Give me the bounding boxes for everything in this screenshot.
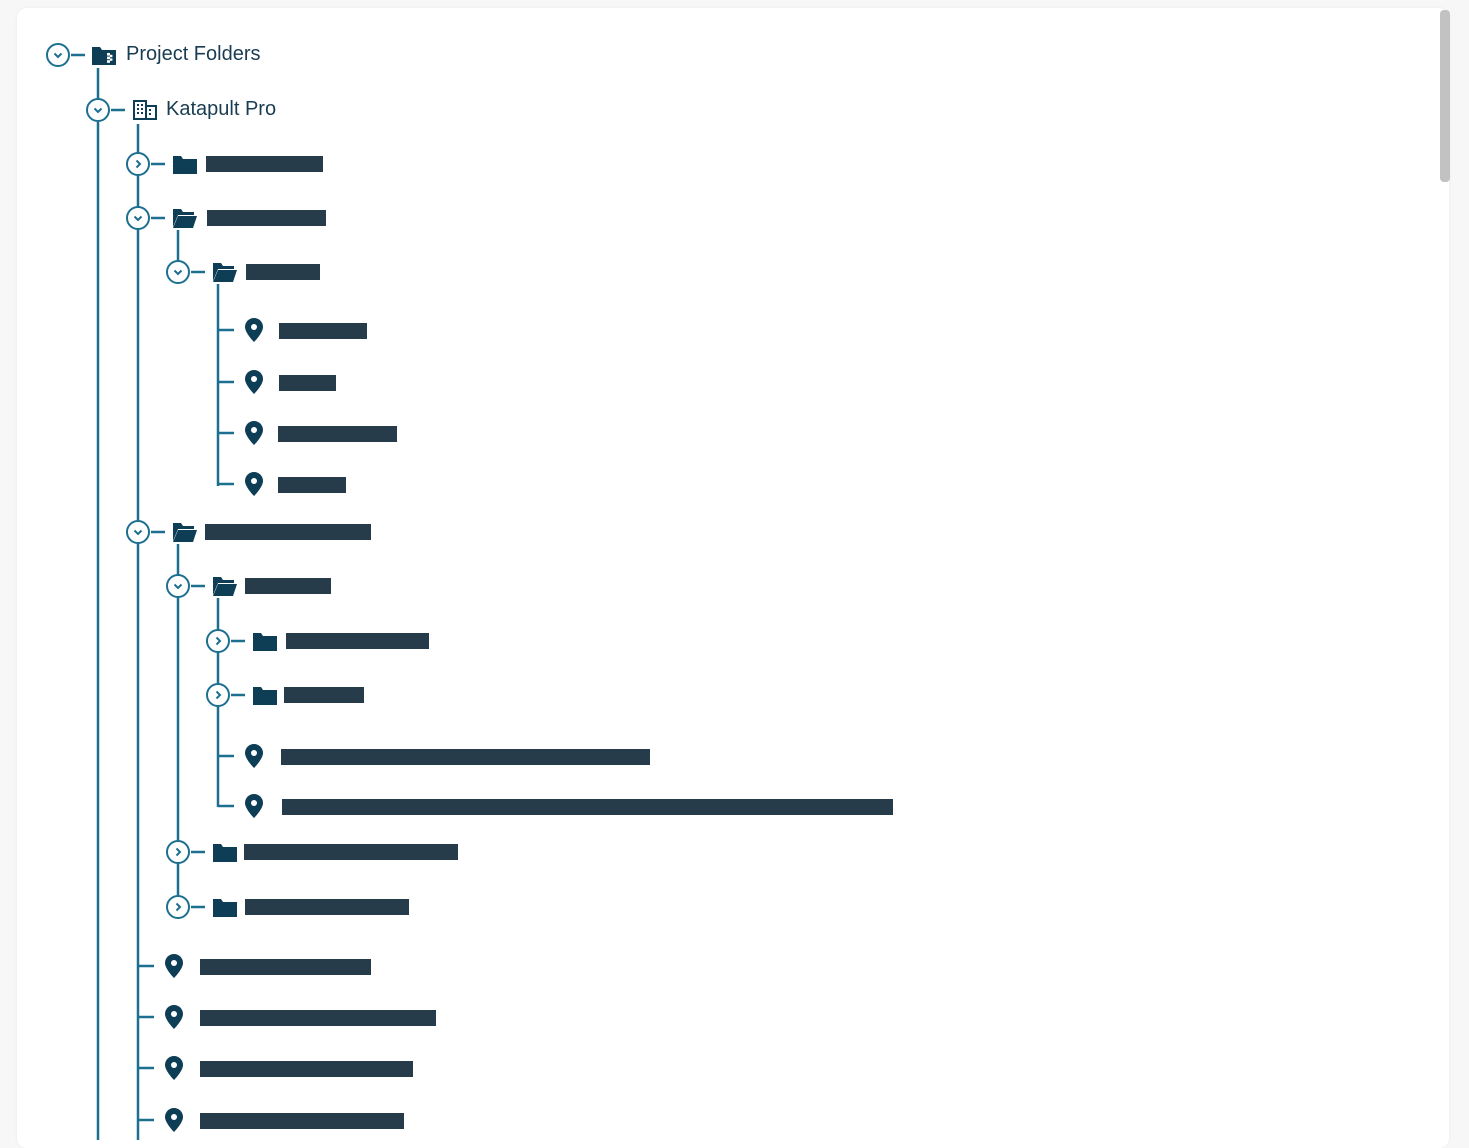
redacted-location-name[interactable] xyxy=(278,477,346,493)
redacted-folder-name[interactable] xyxy=(206,156,323,172)
redacted-folder-name[interactable] xyxy=(244,844,458,860)
expand-toggle[interactable] xyxy=(206,683,230,707)
folder-shared-icon xyxy=(91,44,117,66)
collapse-toggle[interactable] xyxy=(166,574,190,598)
root-label[interactable]: Project Folders xyxy=(126,43,261,65)
map-pin-icon xyxy=(164,1107,184,1133)
redacted-location-name[interactable] xyxy=(200,1010,436,1026)
folder-icon xyxy=(212,841,238,863)
redacted-folder-name[interactable] xyxy=(207,210,326,226)
map-pin-icon xyxy=(244,743,264,769)
map-pin-icon xyxy=(244,369,264,395)
redacted-location-name[interactable] xyxy=(282,799,893,815)
map-pin-icon xyxy=(164,953,184,979)
expand-toggle[interactable] xyxy=(166,895,190,919)
map-pin-icon xyxy=(164,1055,184,1081)
map-pin-icon xyxy=(164,1004,184,1030)
redacted-location-name[interactable] xyxy=(200,959,371,975)
folder-icon xyxy=(252,684,278,706)
redacted-location-name[interactable] xyxy=(279,323,367,339)
collapse-toggle[interactable] xyxy=(126,520,150,544)
folder-open-icon xyxy=(172,521,198,543)
redacted-folder-name[interactable] xyxy=(245,578,331,594)
folder-open-icon xyxy=(212,575,238,597)
tree-panel: Project Folders Katapult Pro xyxy=(17,8,1449,1148)
map-pin-icon xyxy=(244,420,264,446)
redacted-folder-name[interactable] xyxy=(286,633,429,649)
root-collapse-toggle[interactable] xyxy=(46,43,70,67)
redacted-location-name[interactable] xyxy=(279,375,336,391)
map-pin-icon xyxy=(244,317,264,343)
folder-icon xyxy=(172,153,198,175)
org-collapse-toggle[interactable] xyxy=(86,98,110,122)
building-icon xyxy=(132,99,158,121)
redacted-folder-name[interactable] xyxy=(284,687,364,703)
expand-toggle[interactable] xyxy=(166,840,190,864)
folder-icon xyxy=(252,630,278,652)
redacted-location-name[interactable] xyxy=(281,749,650,765)
map-pin-icon xyxy=(244,471,264,497)
collapse-toggle[interactable] xyxy=(166,260,190,284)
expand-toggle[interactable] xyxy=(126,152,150,176)
scrollbar-thumb[interactable] xyxy=(1440,10,1450,182)
redacted-folder-name[interactable] xyxy=(245,899,409,915)
expand-toggle[interactable] xyxy=(206,629,230,653)
redacted-location-name[interactable] xyxy=(200,1113,404,1129)
folder-open-icon xyxy=(172,207,198,229)
redacted-location-name[interactable] xyxy=(278,426,397,442)
map-pin-icon xyxy=(244,793,264,819)
redacted-folder-name[interactable] xyxy=(246,264,320,280)
folder-icon xyxy=(212,896,238,918)
folder-open-icon xyxy=(212,261,238,283)
redacted-folder-name[interactable] xyxy=(205,524,371,540)
collapse-toggle[interactable] xyxy=(126,206,150,230)
redacted-location-name[interactable] xyxy=(200,1061,413,1077)
org-label[interactable]: Katapult Pro xyxy=(166,98,277,120)
